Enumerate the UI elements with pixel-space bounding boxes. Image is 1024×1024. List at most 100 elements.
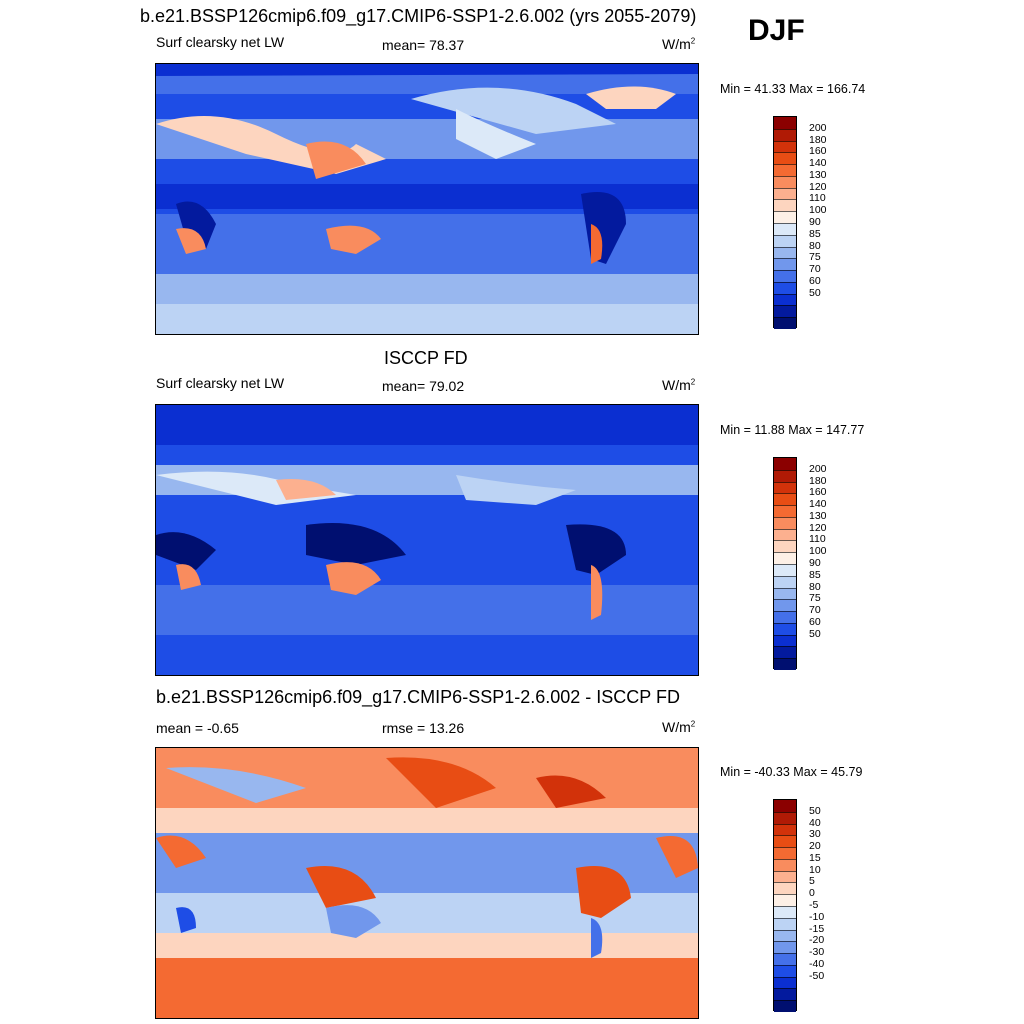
panel-3-title: b.e21.BSSP126cmip6.f09_g17.CMIP6-SSP1-2.… <box>156 687 680 707</box>
colorbar-cell <box>774 317 796 329</box>
panel-2-colorbar: 200 180 160 140 130 120 110 100 90 85 80 75 70 60 50 <box>773 457 833 670</box>
colorbar-cell <box>774 223 796 235</box>
colorbar-cell <box>774 811 796 824</box>
colorbar-tick-label: 80 <box>809 239 821 252</box>
colorbar-cell <box>774 281 796 294</box>
colorbar-tick-label: 75 <box>809 592 821 605</box>
colorbar-cell <box>774 870 796 883</box>
colorbar-cell <box>774 964 796 977</box>
colorbar-tick-label: -50 <box>809 969 825 982</box>
colorbar-tick-label: -40 <box>809 957 825 970</box>
colorbar-tick-label: 100 <box>809 545 827 558</box>
colorbar-tick-label: 200 <box>809 121 827 134</box>
colorbar-cell <box>774 634 796 647</box>
colorbar-tick-label: 90 <box>809 216 821 228</box>
colorbar-cell <box>774 823 796 836</box>
colorbar-cell <box>774 976 796 989</box>
colorbar-tick-label: 200 <box>809 462 827 475</box>
colorbar-cell <box>774 835 796 848</box>
colorbar-cell <box>774 658 796 670</box>
colorbar-tick-label: 180 <box>809 133 827 146</box>
colorbar-cell <box>774 493 796 506</box>
colorbar-tick-label: 50 <box>809 804 821 817</box>
season-label: DJF <box>748 14 805 47</box>
colorbar-cell <box>774 847 796 859</box>
colorbar-cell <box>774 117 796 129</box>
colorbar-cell <box>774 458 796 470</box>
colorbar-tick-label: 90 <box>809 557 821 569</box>
colorbar-tick-label: 110 <box>809 533 826 546</box>
colorbar-cell <box>774 293 796 306</box>
panel-1-minmax: Min = 41.33 Max = 166.74 <box>720 82 866 96</box>
colorbar-cell <box>774 234 796 247</box>
colorbar-tick-label: -15 <box>809 922 825 935</box>
colorbar-tick-label: -30 <box>809 946 825 959</box>
colorbar-cell <box>774 187 796 200</box>
colorbar-tick-label: 120 <box>809 521 827 534</box>
colorbar-cell <box>774 540 796 553</box>
colorbar-tick-label: 5 <box>809 875 815 888</box>
panel-3-minmax: Min = -40.33 Max = 45.79 <box>720 765 863 779</box>
colorbar-tick-label: 85 <box>809 227 821 240</box>
colorbar-cell <box>774 211 796 223</box>
colorbar-cell <box>774 528 796 541</box>
colorbar-tick-label: 140 <box>809 498 827 511</box>
colorbar-tick-label: 50 <box>809 286 821 299</box>
panel-2-mean-label: mean= 79.02 <box>382 378 465 394</box>
colorbar-tick-label: 15 <box>809 851 821 864</box>
colorbar-cell <box>774 858 796 871</box>
colorbar-tick-label: -10 <box>809 910 825 923</box>
colorbar-cell <box>774 988 796 1001</box>
colorbar-cell <box>774 611 796 623</box>
panel-1-title: b.e21.BSSP126cmip6.f09_g17.CMIP6-SSP1-2.… <box>140 6 697 26</box>
panel-2-title: ISCCP FD <box>384 348 468 368</box>
colorbar-box <box>773 116 797 329</box>
panel-2-map <box>155 404 699 676</box>
colorbar-cell <box>774 906 796 918</box>
colorbar-tick-label: 40 <box>809 816 821 829</box>
colorbar-cell <box>774 929 796 942</box>
colorbar-cell <box>774 564 796 576</box>
colorbar-cell <box>774 270 796 282</box>
colorbar-tick-label: 0 <box>809 887 815 900</box>
colorbar-tick-label: 110 <box>809 192 826 205</box>
colorbar-box <box>773 457 797 670</box>
colorbar-cell <box>774 917 796 930</box>
colorbar-cell <box>774 622 796 635</box>
colorbar-tick-label: 50 <box>809 627 821 640</box>
colorbar-tick-label: 100 <box>809 204 827 217</box>
panel-2-minmax: Min = 11.88 Max = 147.77 <box>720 423 865 437</box>
colorbar-cell <box>774 587 796 600</box>
colorbar-tick-label: 60 <box>809 615 821 628</box>
panel-1-mean-label: mean= 78.37 <box>382 37 465 53</box>
colorbar-tick-label: 140 <box>809 157 827 170</box>
colorbar-tick-label: 80 <box>809 580 821 593</box>
colorbar-tick-label: 30 <box>809 828 821 841</box>
colorbar-cell <box>774 894 796 906</box>
panel-3-map <box>155 747 699 1019</box>
colorbar-cell <box>774 800 796 812</box>
colorbar-cell <box>774 1000 796 1012</box>
colorbar-cell <box>774 882 796 895</box>
colorbar-cell <box>774 469 796 482</box>
colorbar-cell <box>774 164 796 176</box>
colorbar-cell <box>774 575 796 588</box>
colorbar-tick-label: -5 <box>809 899 819 911</box>
colorbar-tick-label: 60 <box>809 274 821 287</box>
colorbar-tick-label: 70 <box>809 263 821 276</box>
colorbar-cell <box>774 646 796 659</box>
panel-3-mean-label: mean = -0.65 <box>156 720 239 736</box>
colorbar-cell <box>774 305 796 318</box>
colorbar-cell <box>774 481 796 494</box>
colorbar-cell <box>774 505 796 517</box>
colorbar-cell <box>774 128 796 141</box>
colorbar-tick-label: 160 <box>809 145 827 158</box>
colorbar-tick-label: 20 <box>809 840 821 853</box>
colorbar-tick-label: 120 <box>809 180 827 193</box>
panel-2-variable-label: Surf clearsky net LW <box>156 375 285 391</box>
colorbar-tick-label: 180 <box>809 474 827 487</box>
colorbar-tick-label: 85 <box>809 568 821 581</box>
panel-3-rmse-label: rmse = 13.26 <box>382 720 465 736</box>
panel-1-colorbar: 200 180 160 140 130 120 110 100 90 85 80 75 70 60 50 <box>773 116 833 329</box>
colorbar-tick-label: 130 <box>809 509 827 522</box>
